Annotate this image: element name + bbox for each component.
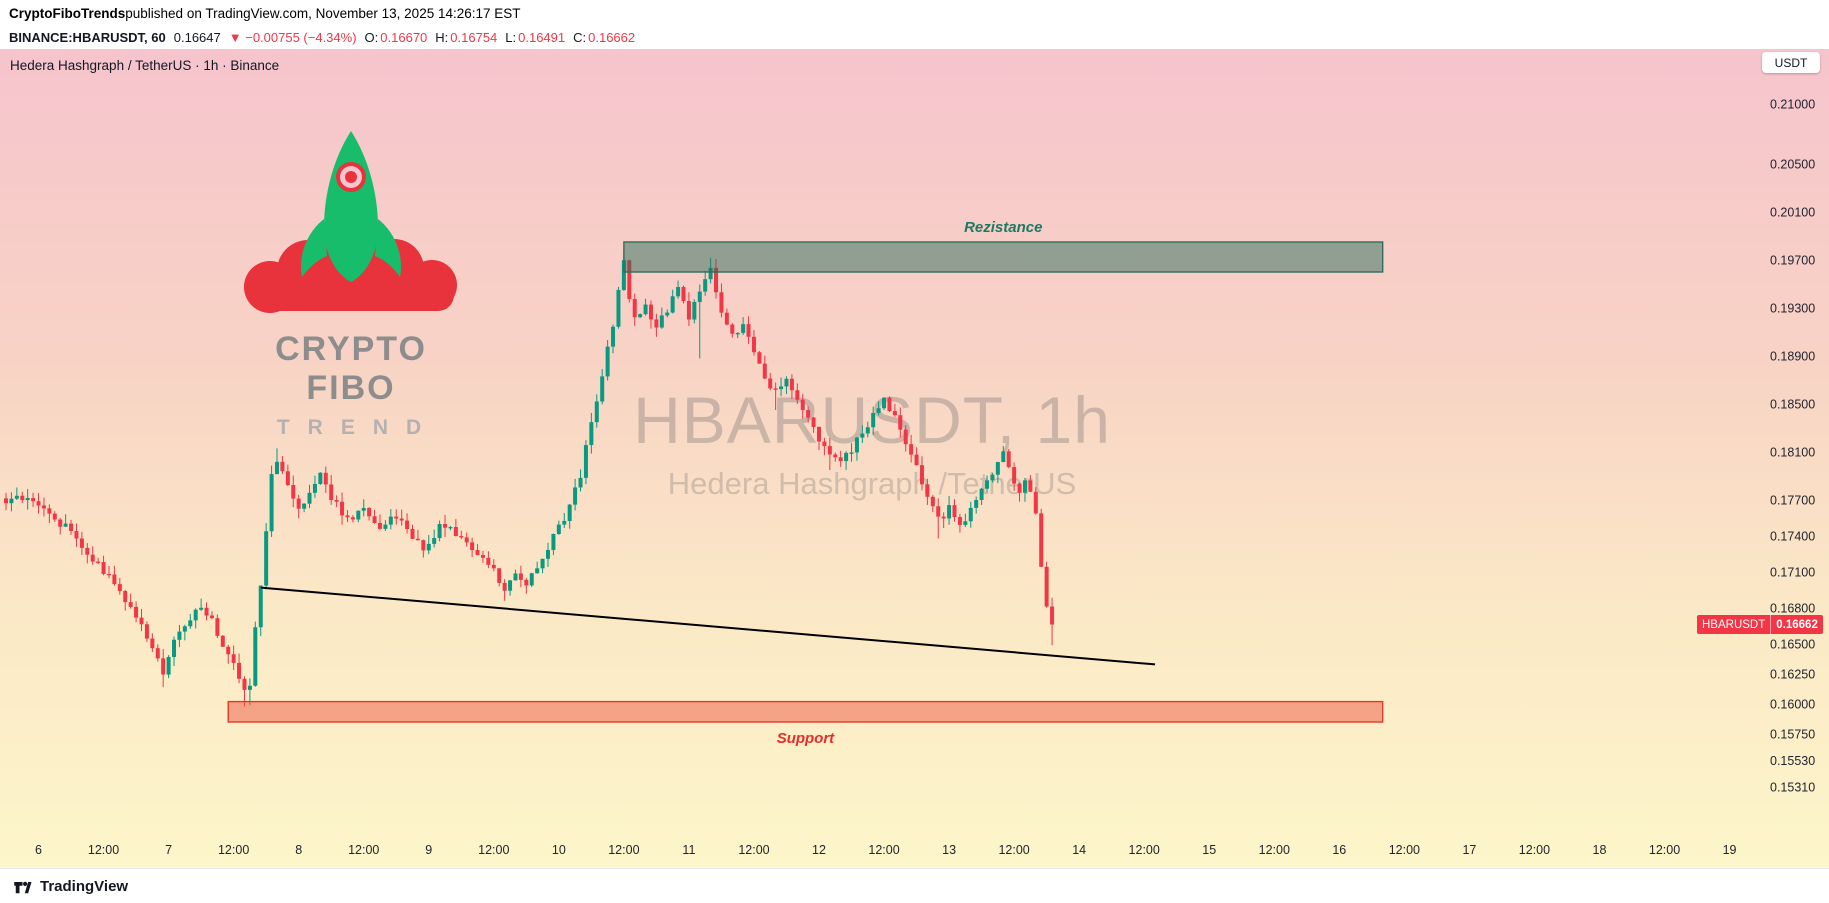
svg-text:16: 16 xyxy=(1332,843,1346,857)
svg-text:8: 8 xyxy=(295,843,302,857)
svg-text:7: 7 xyxy=(165,843,172,857)
price-change: ▼ −0.00755 (−4.34%) xyxy=(228,30,357,45)
candles xyxy=(4,250,1055,707)
svg-text:0.21000: 0.21000 xyxy=(1770,98,1815,112)
svg-text:14: 14 xyxy=(1072,843,1086,857)
rocket-body xyxy=(300,131,402,282)
close-value: 0.16662 xyxy=(588,30,636,45)
svg-text:0.15530: 0.15530 xyxy=(1770,754,1815,768)
svg-text:12:00: 12:00 xyxy=(88,843,119,857)
svg-text:18: 18 xyxy=(1593,843,1607,857)
svg-text:0.19700: 0.19700 xyxy=(1770,254,1815,268)
symbol-name[interactable]: BINANCE:HBARUSDT, 60 xyxy=(9,30,166,45)
svg-text:12: 12 xyxy=(812,843,826,857)
svg-text:15: 15 xyxy=(1202,843,1216,857)
watermark-description: Hedera Hashgraph /TetherUS xyxy=(667,466,1077,501)
logo-title: CRYPTO FIBO xyxy=(275,330,427,407)
svg-text:12:00: 12:00 xyxy=(478,843,509,857)
svg-text:12:00: 12:00 xyxy=(998,843,1029,857)
rocket-window-dot xyxy=(345,171,357,183)
low-label: L: xyxy=(505,30,517,45)
chart-area[interactable]: CRYPTO FIBO TREND HBARUSDT, 1h Hedera Ha… xyxy=(0,49,1829,868)
attribution-text: published on TradingView.com, November 1… xyxy=(125,5,521,21)
high-label: H: xyxy=(435,30,449,45)
svg-text:0.16500: 0.16500 xyxy=(1770,638,1815,652)
time-axis: 6 12:00 7 12:00 8 12:00 9 12:00 10 12:00 11 12:00 12… xyxy=(35,843,1737,857)
svg-text:12:00: 12:00 xyxy=(1129,843,1160,857)
svg-text:0.16800: 0.16800 xyxy=(1770,602,1815,616)
currency-toggle-button[interactable]: USDT xyxy=(1762,52,1820,73)
crypto-fibo-logo: CRYPTO FIBO TREND xyxy=(228,127,474,440)
open-value: 0.16670 xyxy=(380,30,428,45)
chart-canvas[interactable]: RezistanceSupport0.210000.205000.201000.… xyxy=(0,49,1829,868)
close-label: C: xyxy=(573,30,587,45)
svg-text:9: 9 xyxy=(425,843,432,857)
resistance-label: Rezistance xyxy=(964,219,1042,236)
symbol-info-bar: BINANCE:HBARUSDT, 60 0.16647 ▼ −0.00755 … xyxy=(0,26,1829,49)
svg-text:12:00: 12:00 xyxy=(218,843,249,857)
support-label: Support xyxy=(777,730,835,747)
tradingview-logo-icon[interactable] xyxy=(12,876,33,897)
svg-text:19: 19 xyxy=(1723,843,1737,857)
price-tag-value: 0.16662 xyxy=(1771,615,1823,634)
price-tag-symbol: HBARUSDT xyxy=(1697,615,1772,634)
svg-text:0.19300: 0.19300 xyxy=(1770,302,1815,316)
svg-text:17: 17 xyxy=(1462,843,1476,857)
svg-text:0.18500: 0.18500 xyxy=(1770,398,1815,412)
svg-text:0.18100: 0.18100 xyxy=(1770,446,1815,460)
chart-watermark: HBARUSDT, 1h Hedera Hashgraph /TetherUS xyxy=(480,382,1264,502)
svg-text:12:00: 12:00 xyxy=(1649,843,1680,857)
svg-text:0.17100: 0.17100 xyxy=(1770,566,1815,580)
last-price-axis-label[interactable]: HBARUSDT 0.16662 xyxy=(1697,615,1823,634)
resistance-zone[interactable] xyxy=(623,241,1384,273)
svg-text:12:00: 12:00 xyxy=(348,843,379,857)
descending-trendline[interactable] xyxy=(260,586,1156,666)
svg-text:0.20100: 0.20100 xyxy=(1770,206,1815,220)
rocket-logo-icon xyxy=(244,131,457,313)
svg-text:13: 13 xyxy=(942,843,956,857)
svg-text:0.16250: 0.16250 xyxy=(1770,668,1815,682)
svg-text:6: 6 xyxy=(35,843,42,857)
price-axis: 0.21000 0.20500 0.20100 0.19700 0.19300 0.189… xyxy=(1770,98,1815,795)
svg-text:0.17700: 0.17700 xyxy=(1770,494,1815,508)
svg-text:0.15310: 0.15310 xyxy=(1770,780,1815,794)
last-price: 0.16647 xyxy=(173,30,221,45)
logo-subtitle: TREND xyxy=(276,416,440,439)
svg-text:10: 10 xyxy=(552,843,566,857)
attribution-bar: CryptoFiboTrends published on TradingVie… xyxy=(0,0,1829,26)
svg-text:12:00: 12:00 xyxy=(738,843,769,857)
svg-text:12:00: 12:00 xyxy=(608,843,639,857)
svg-text:0.17400: 0.17400 xyxy=(1770,530,1815,544)
svg-text:0.18900: 0.18900 xyxy=(1770,350,1815,364)
svg-text:12:00: 12:00 xyxy=(868,843,899,857)
svg-text:0.20500: 0.20500 xyxy=(1770,158,1815,172)
open-label: O: xyxy=(364,30,379,45)
author-link[interactable]: CryptoFiboTrends xyxy=(9,5,126,21)
svg-text:0.15750: 0.15750 xyxy=(1770,728,1815,742)
svg-text:0.16000: 0.16000 xyxy=(1770,698,1815,712)
footer-bar: TradingView xyxy=(0,868,1829,903)
svg-text:11: 11 xyxy=(682,843,695,857)
svg-text:12:00: 12:00 xyxy=(1389,843,1420,857)
tradingview-brand-link[interactable]: TradingView xyxy=(40,877,129,895)
support-zone[interactable] xyxy=(227,700,1384,723)
svg-text:12:00: 12:00 xyxy=(1259,843,1290,857)
low-value: 0.16491 xyxy=(518,30,566,45)
chart-legend: Hedera Hashgraph / TetherUS · 1h · Binan… xyxy=(10,58,280,73)
svg-text:12:00: 12:00 xyxy=(1519,843,1550,857)
high-value: 0.16754 xyxy=(450,30,498,45)
